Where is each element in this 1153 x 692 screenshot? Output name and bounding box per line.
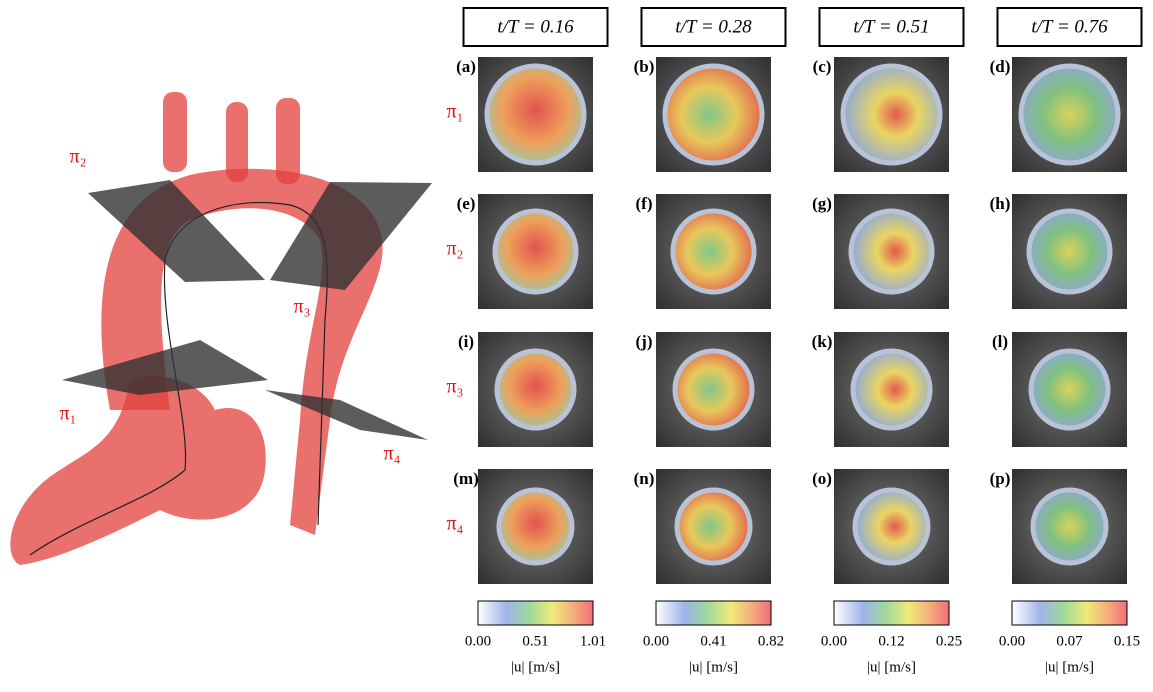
panel-letter: (e)	[457, 194, 476, 213]
panel-letter: (p)	[990, 469, 1011, 488]
colorbar-tick-label: 1.01	[580, 633, 606, 649]
aorta	[10, 92, 382, 565]
panel-letter: (j)	[636, 332, 653, 351]
velocity-field	[856, 354, 928, 426]
velocity-field	[858, 493, 926, 561]
velocity-field	[1024, 69, 1116, 161]
row-label: π₂	[446, 238, 463, 260]
velocity-field	[854, 214, 930, 290]
colorbar-tick-label: 0.12	[878, 633, 904, 649]
column-header: t/T = 0.28	[675, 16, 752, 37]
panel-letter: (o)	[812, 469, 832, 488]
panel-letter: (k)	[812, 332, 833, 351]
row-label: π₄	[446, 513, 463, 535]
velocity-field	[668, 69, 760, 161]
plane-label: π₂	[69, 146, 86, 168]
row-label: π₃	[446, 376, 463, 398]
velocity-field	[846, 69, 938, 161]
colorbar	[834, 601, 949, 625]
colorbar	[478, 601, 593, 625]
velocity-field	[502, 493, 570, 561]
colorbar-tick-label: 0.00	[999, 633, 1025, 649]
plane-label: π₄	[383, 443, 400, 465]
velocity-field	[498, 214, 574, 290]
column-header: t/T = 0.16	[497, 16, 574, 37]
panel-letter: (g)	[812, 194, 832, 213]
plane-label: π₁	[59, 403, 76, 425]
colorbar-tick-label: 0.41	[700, 633, 726, 649]
velocity-field	[1034, 354, 1106, 426]
panel-letter: (f)	[636, 194, 653, 213]
plane-label: π₃	[293, 296, 310, 318]
panel-letter: (b)	[634, 57, 655, 76]
panel-letter: (a)	[456, 57, 476, 76]
panel-letter: (m)	[453, 469, 478, 488]
colorbar-tick-label: 0.00	[643, 633, 669, 649]
velocity-field	[1036, 493, 1104, 561]
colorbar-tick-label: 0.00	[465, 633, 491, 649]
colorbar-label: |u| [m/s]	[511, 659, 560, 675]
colorbar	[656, 601, 771, 625]
colorbar	[1012, 601, 1127, 625]
colorbar-label: |u| [m/s]	[1045, 659, 1094, 675]
panel-grid: t/T = 0.16 0.00 0.51 1.01 |u| [m/s] t/T = 0.2…	[446, 8, 1141, 675]
column-header: t/T = 0.51	[853, 16, 929, 37]
velocity-field	[500, 354, 572, 426]
colorbar-tick-label: 0.00	[821, 633, 847, 649]
panel-letter: (c)	[813, 57, 832, 76]
colorbar-tick-label: 0.51	[522, 633, 548, 649]
colorbar-tick-label: 0.25	[936, 633, 962, 649]
colorbar-label: |u| [m/s]	[689, 659, 738, 675]
panel-letter: (l)	[992, 332, 1008, 351]
colorbar-label: |u| [m/s]	[867, 659, 916, 675]
figure: π₂ π₃ π₁ π₄ t/T = 0.16 0.00 0.51 1.01 |u| [m/s]…	[0, 0, 1153, 687]
row-label: π₁	[446, 101, 463, 123]
colorbar-tick-label: 0.07	[1056, 633, 1083, 649]
panel-letter: (n)	[634, 469, 655, 488]
velocity-field	[680, 493, 748, 561]
panel-letter: (d)	[990, 57, 1011, 76]
velocity-field	[676, 214, 752, 290]
panel-letter: (h)	[990, 194, 1011, 213]
colorbar-tick-label: 0.82	[758, 633, 784, 649]
panel-letter: (i)	[458, 332, 474, 351]
velocity-field	[1032, 214, 1108, 290]
colorbar-tick-label: 0.15	[1114, 633, 1140, 649]
column-header: t/T = 0.76	[1031, 16, 1108, 37]
velocity-field	[490, 69, 582, 161]
velocity-field	[678, 354, 750, 426]
